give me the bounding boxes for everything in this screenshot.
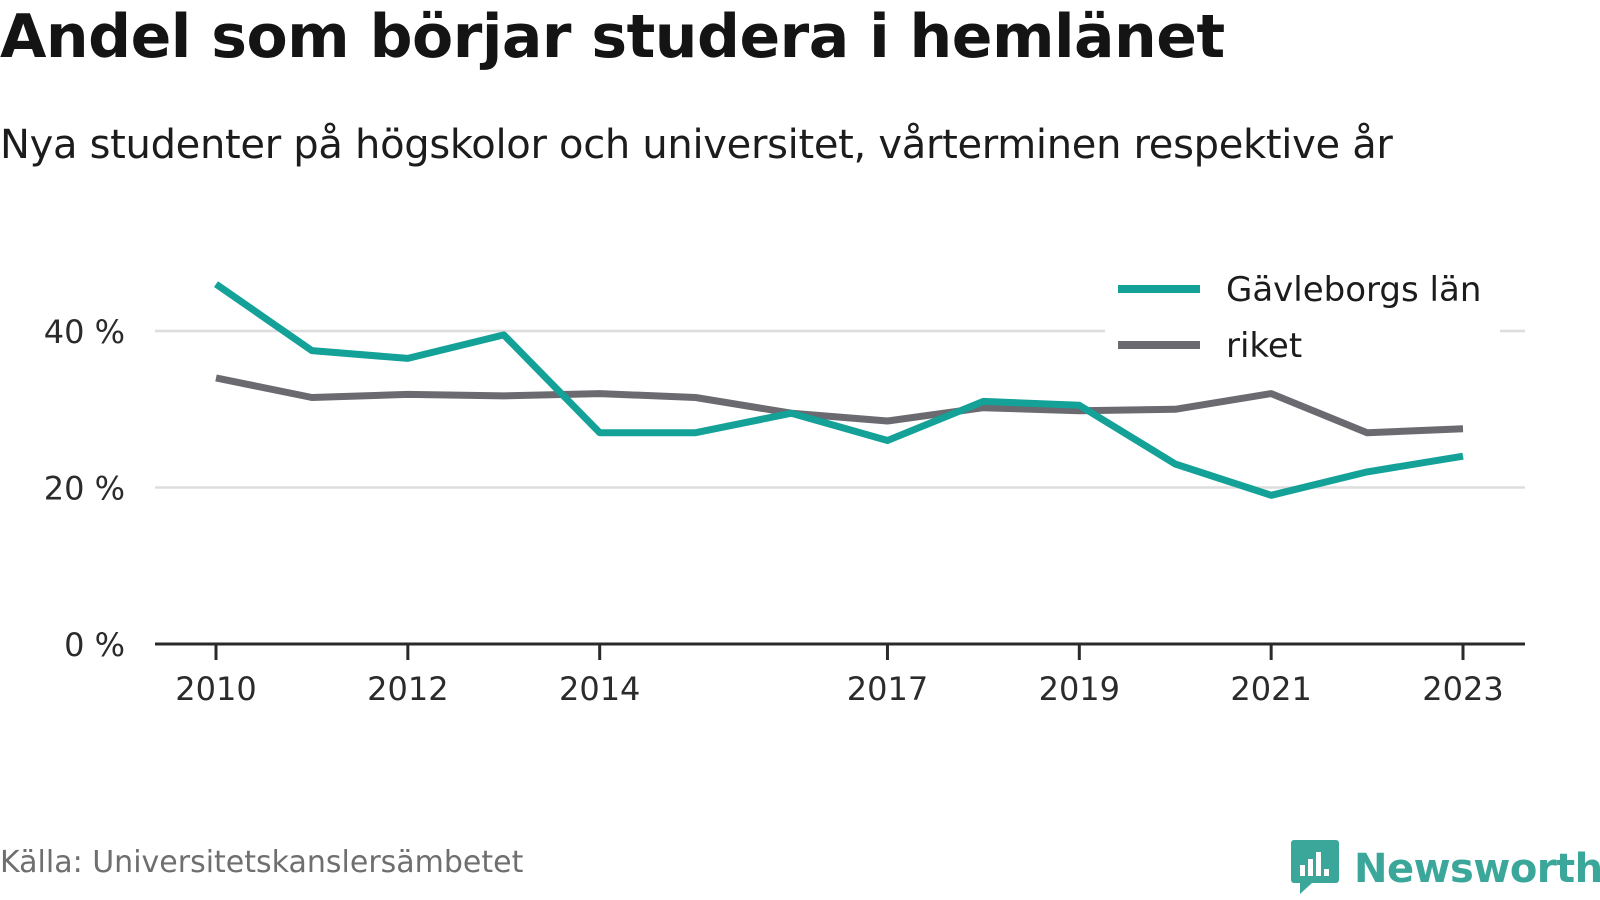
x-tick-label: 2017: [847, 670, 928, 708]
brand-logo[interactable]: Newsworthy: [1290, 838, 1600, 900]
series-line: [214, 281, 1464, 499]
legend-label: Gävleborgs län: [1226, 270, 1481, 310]
x-tick-label: 2014: [559, 670, 640, 708]
legend-background: [1105, 262, 1500, 372]
x-tick-label: 2023: [1422, 670, 1503, 708]
series-lines: [214, 281, 1464, 499]
brand-name: Newsworthy: [1354, 846, 1600, 892]
tick-labels: 0 % 20 % 40 % 2010 2012 2014 2017 2019 2021 2023: [44, 313, 1504, 708]
x-tick-label: 2021: [1230, 670, 1311, 708]
source-note: Källa: Universitetskanslersämbetet: [0, 845, 524, 880]
legend-label: riket: [1226, 326, 1302, 366]
x-axis: [155, 642, 1525, 660]
newsworthy-logo-icon: [1290, 838, 1340, 900]
x-tick-label: 2019: [1039, 670, 1120, 708]
y-tick-label: 40 %: [44, 313, 125, 351]
series-line: [215, 374, 1464, 437]
x-tick-label: 2012: [367, 670, 448, 708]
y-tick-label: 20 %: [44, 470, 125, 508]
legend: Gävleborgs län riket: [1105, 262, 1500, 372]
y-tick-label: 0 %: [64, 626, 125, 664]
chart-title: Andel som börjar studera i hemlänet: [0, 2, 1225, 72]
x-tick-label: 2010: [175, 670, 256, 708]
chart-subtitle: Nya studenter på högskolor och universit…: [0, 122, 1393, 168]
